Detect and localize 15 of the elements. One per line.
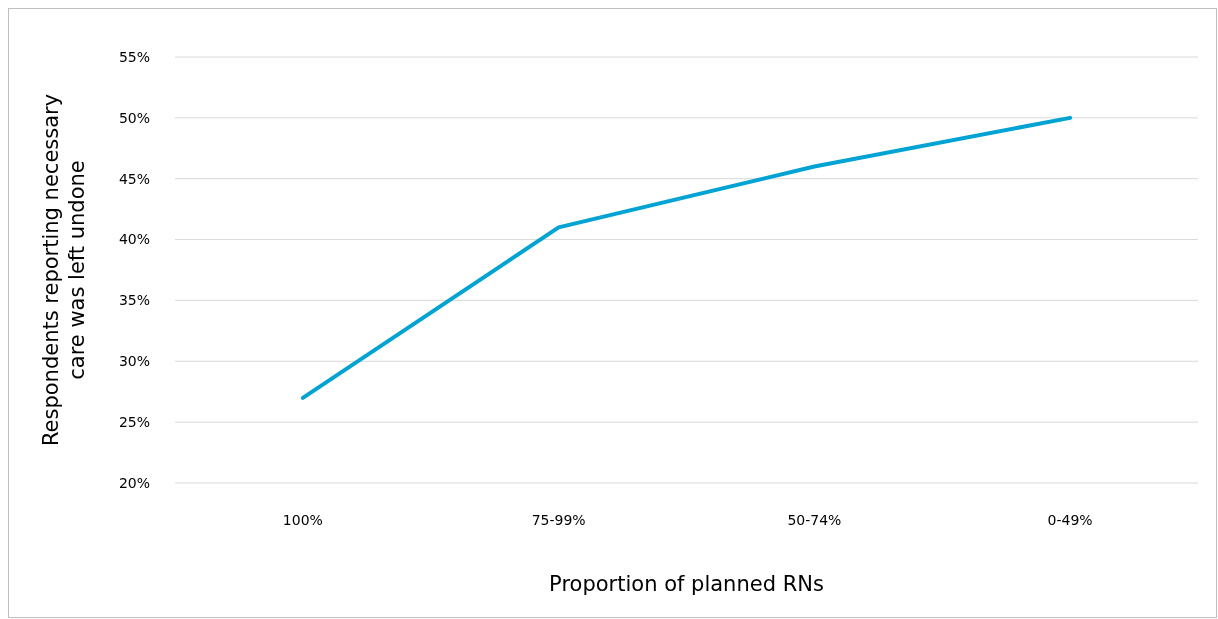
x-tick-label: 100%	[282, 512, 323, 528]
y-tick-label: 50%	[118, 109, 150, 126]
x-tick-label: 50-74%	[787, 512, 842, 528]
y-tick-label: 40%	[118, 231, 150, 248]
y-tick-label: 20%	[118, 474, 150, 491]
y-tick-label: 55%	[118, 48, 150, 65]
y-axis-title: Respondents reporting necessary care was left undone	[39, 93, 89, 447]
x-tick-label: 0-49%	[1047, 512, 1093, 528]
y-tick-label: 30%	[118, 353, 150, 370]
y-tick-label: 35%	[118, 292, 150, 309]
y-tick-label: 45%	[118, 170, 150, 187]
x-tick-label: 75-99%	[531, 512, 586, 528]
line-series	[300, 115, 1073, 400]
x-axis-title: Proportion of planned RNs	[549, 572, 824, 596]
y-tick-label: 25%	[118, 414, 150, 431]
